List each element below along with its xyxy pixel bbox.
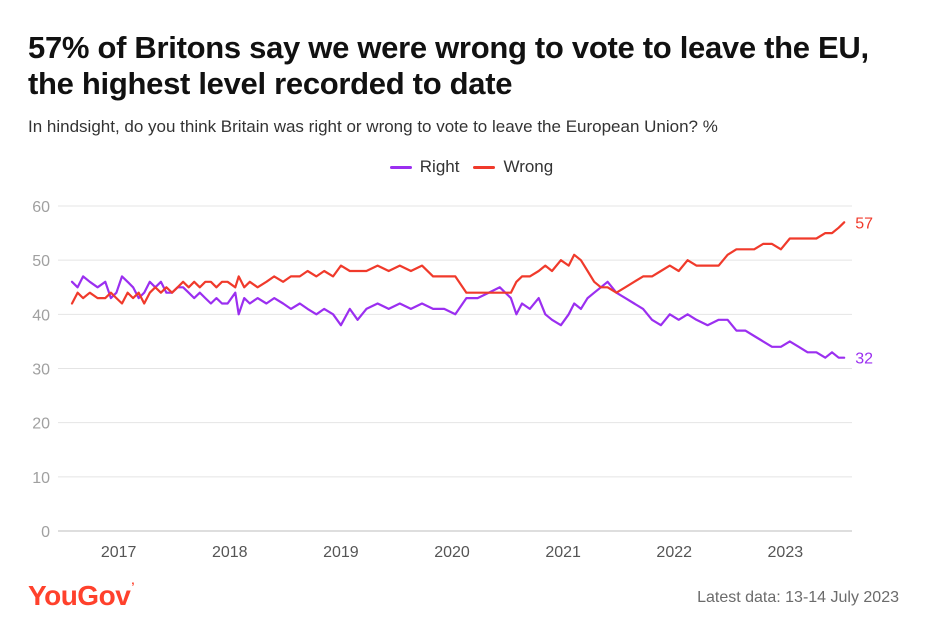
y-tick-label: 10	[32, 470, 50, 487]
yougov-logo: YouGov’	[28, 580, 135, 612]
y-tick-label: 20	[32, 416, 50, 433]
x-tick-label: 2017	[101, 544, 137, 561]
latest-data-note: Latest data: 13-14 July 2023	[697, 589, 899, 606]
legend-item-right: Right	[389, 157, 460, 177]
y-tick-label: 0	[41, 524, 50, 541]
y-tick-label: 40	[32, 307, 50, 324]
legend-swatch-wrong	[473, 165, 496, 169]
x-tick-label: 2023	[768, 544, 804, 561]
x-tick-label: 2019	[323, 544, 359, 561]
chart-subtitle: In hindsight, do you think Britain was r…	[28, 117, 718, 136]
legend-label-right: Right	[419, 157, 460, 176]
end-label-wrong: 57	[855, 215, 873, 232]
x-tick-label: 2021	[545, 544, 581, 561]
series-line-right	[70, 275, 846, 359]
logo-text: YouGov	[28, 580, 131, 611]
end-label-right: 32	[855, 351, 873, 368]
logo-mark: ’	[131, 580, 135, 594]
x-tick-label: 2022	[656, 544, 692, 561]
y-tick-label: 60	[32, 199, 50, 216]
chart-legend: Right Wrong	[0, 157, 943, 177]
y-tick-label: 50	[32, 253, 50, 270]
legend-item-wrong: Wrong	[473, 157, 553, 177]
x-tick-label: 2018	[212, 544, 248, 561]
legend-label-wrong: Wrong	[503, 157, 554, 176]
legend-swatch-right	[389, 165, 412, 169]
chart-title: 57% of Britons say we were wrong to vote…	[28, 30, 869, 101]
y-tick-label: 30	[32, 362, 50, 379]
x-tick-label: 2020	[434, 544, 470, 561]
series-line-wrong	[70, 221, 846, 305]
